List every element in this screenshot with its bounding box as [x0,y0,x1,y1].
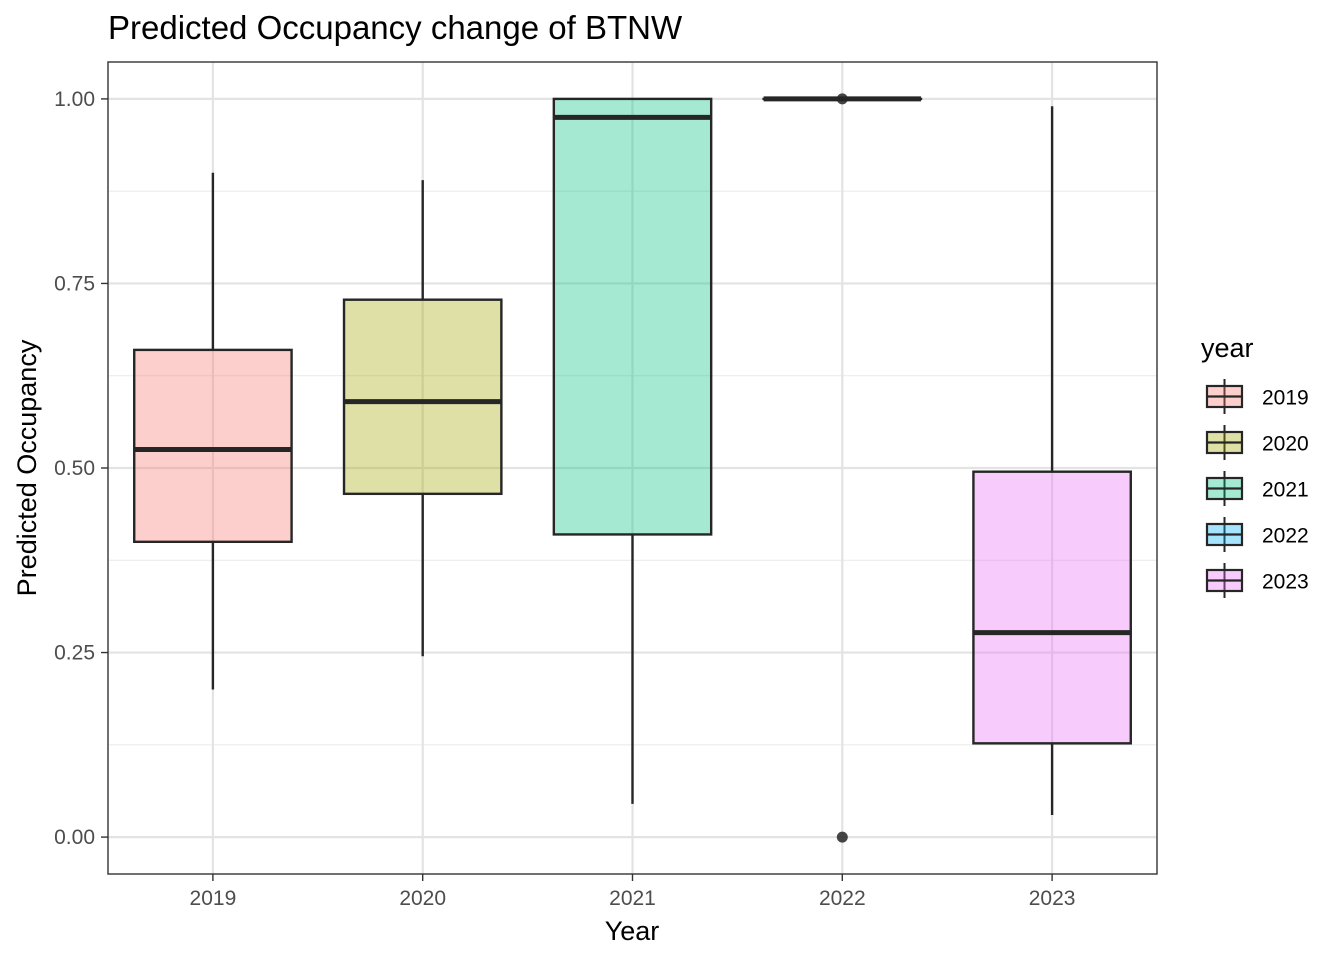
legend-label: 2022 [1262,525,1309,548]
x-tick-label: 2023 [1029,887,1076,910]
box-body [342,298,503,496]
outlier-point [836,93,848,105]
box-2021 [552,97,713,804]
box-body [133,348,293,544]
legend-item-2020: 2020 [1205,425,1309,460]
box-2022 [762,93,923,843]
x-axis-title: Year [605,916,660,946]
legend-item-2023: 2023 [1205,563,1309,598]
legend-label: 2020 [1262,433,1309,456]
legend: year 2019 2020 2021 2022 2023 [1201,333,1309,598]
legend-title: year [1201,333,1254,363]
box-2023 [972,106,1132,815]
x-tick-label: 2020 [399,887,446,910]
box-2019 [133,172,293,690]
y-axis-title: Predicted Occupancy [12,339,42,596]
legend-item-2021: 2021 [1205,471,1309,506]
boxplot-layer [133,93,1132,843]
x-tick-label: 2021 [609,887,656,910]
x-tick-label: 2022 [819,887,866,910]
x-axis: 2019 2020 2021 2022 2023 [190,874,1076,910]
box-body [972,470,1132,745]
y-axis: 0.00 0.25 0.50 0.75 1.00 [54,88,108,849]
plot-panel [107,61,1158,875]
legend-label: 2019 [1262,387,1309,410]
box-2020 [342,180,503,657]
y-tick-label: 0.25 [54,642,95,665]
box-body [552,97,713,536]
y-tick-label: 0.50 [54,457,95,480]
x-tick-label: 2019 [190,887,237,910]
y-tick-label: 1.00 [54,88,95,111]
y-tick-label: 0.75 [54,272,95,295]
legend-item-2019: 2019 [1205,379,1309,414]
legend-label: 2023 [1262,571,1309,594]
outlier-point [836,831,848,843]
legend-item-2022: 2022 [1205,517,1309,552]
y-tick-label: 0.00 [54,826,95,849]
chart-title: Predicted Occupancy change of BTNW [108,9,683,46]
legend-label: 2021 [1262,479,1309,502]
